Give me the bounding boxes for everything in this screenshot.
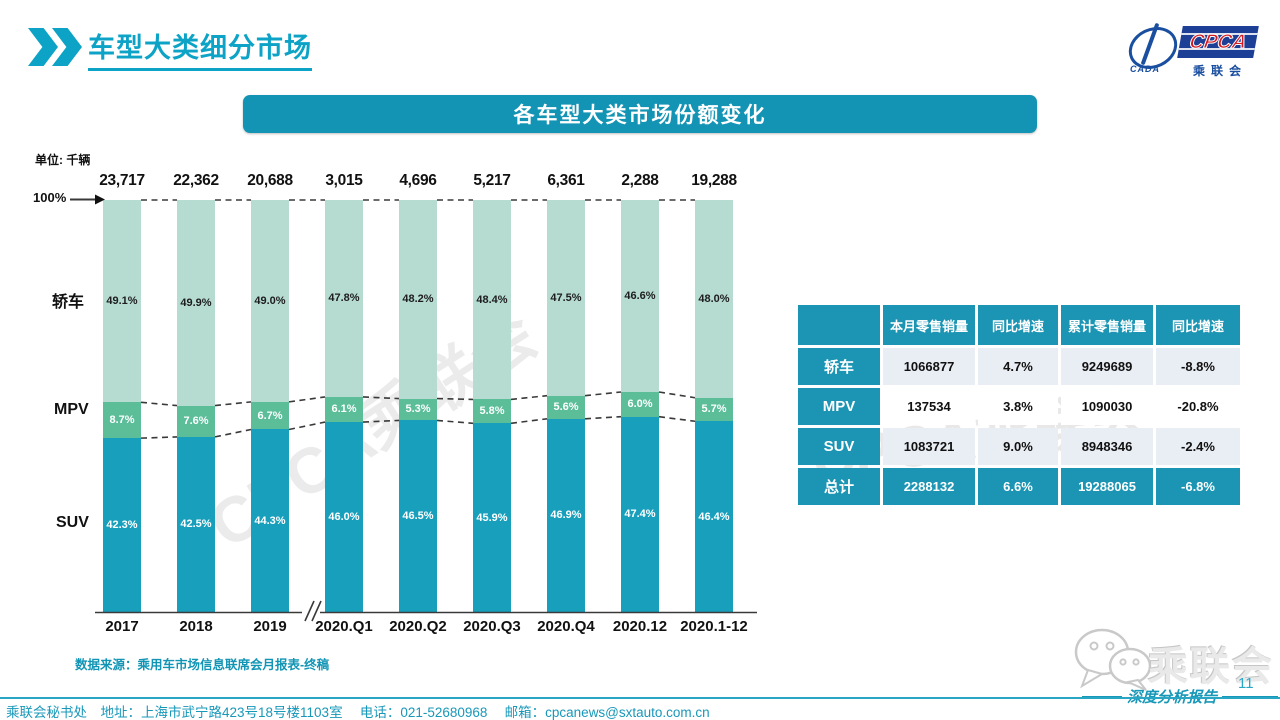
- cell-value: 1066877: [883, 348, 975, 385]
- col-header-yoy-growth-2: 同比增速: [1156, 305, 1240, 345]
- bar-segment-MPV: 6.0%: [621, 391, 659, 417]
- bar-segment-MPV: 7.6%: [177, 405, 215, 437]
- decorative-line: [1222, 695, 1278, 698]
- cpca-logo-subtext: 乘联会: [1192, 64, 1247, 78]
- row-label: SUV: [798, 428, 880, 465]
- x-axis-label: 2020.Q2: [389, 618, 447, 635]
- cada-label: CADA: [1130, 64, 1160, 74]
- bar-segment-MPV: 5.7%: [695, 397, 733, 422]
- cell-value: 137534: [883, 388, 975, 425]
- bar-total-label: 3,015: [325, 172, 363, 189]
- cell-value: 3.8%: [978, 388, 1058, 425]
- bar-total-label: 4,696: [399, 172, 437, 189]
- col-header-month-retail: 本月零售销量: [883, 305, 975, 345]
- bar-segment-轿车: 49.9%: [177, 200, 215, 406]
- cpca-logo-box: CPCA: [1177, 26, 1259, 58]
- cell-value: 1090030: [1061, 388, 1153, 425]
- bar-segment-MPV: 6.1%: [325, 396, 363, 423]
- bar-segment-轿车: 48.0%: [695, 200, 733, 398]
- row-label: 轿车: [798, 348, 880, 385]
- bar-segment-轿车: 47.5%: [547, 200, 585, 396]
- bar-total-label: 23,717: [99, 172, 145, 189]
- cell-value: -6.8%: [1156, 468, 1240, 505]
- bar-total-label: 22,362: [173, 172, 219, 189]
- bar-segment-MPV: 8.7%: [103, 402, 141, 439]
- cell-value: 9249689: [1061, 348, 1153, 385]
- data-source-note: 数据来源：乘用车市场信息联席会月报表-终稿: [75, 658, 330, 672]
- x-axis-label: 2020.Q1: [315, 618, 373, 635]
- page-number: 11: [1238, 675, 1254, 692]
- bar-segment-SUV: 46.0%: [325, 422, 363, 612]
- bar-total-label: 20,688: [247, 172, 293, 189]
- cell-value: -20.8%: [1156, 388, 1240, 425]
- cell-value: 4.7%: [978, 348, 1058, 385]
- bar-total-label: 6,361: [547, 172, 585, 189]
- cell-value: 1083721: [883, 428, 975, 465]
- wechat-bubbles-icon: [1074, 628, 1152, 691]
- cell-value: 8948346: [1061, 428, 1153, 465]
- col-header-yoy-growth: 同比增速: [978, 305, 1058, 345]
- row-label: MPV: [798, 388, 880, 425]
- bar-segment-SUV: 42.5%: [177, 436, 215, 612]
- x-axis-label: 2020.Q3: [463, 618, 521, 635]
- cell-value: 2288132: [883, 468, 975, 505]
- legend-mpv: MPV: [54, 401, 89, 418]
- bar-segment-MPV: 6.7%: [251, 401, 289, 430]
- bar-segment-轿车: 47.8%: [325, 200, 363, 397]
- page-title: 车型大类细分市场: [88, 26, 312, 71]
- table-header-row: 本月零售销量 同比增速 累计零售销量 同比增速: [798, 305, 1240, 345]
- x-axis-label: 2020.Q4: [537, 618, 595, 635]
- bar-segment-MPV: 5.8%: [473, 399, 511, 424]
- bar-segment-轿车: 49.0%: [251, 200, 289, 402]
- table-row-sedan: 轿车 1066877 4.7% 9249689 -8.8%: [798, 348, 1240, 385]
- cell-value: -8.8%: [1156, 348, 1240, 385]
- table-row-mpv: MPV 137534 3.8% 1090030 -20.8%: [798, 388, 1240, 425]
- cpca-logo: CADA CPCA 乘联会: [1121, 19, 1259, 78]
- chart-unit-label: 单位: 千辆: [35, 153, 91, 167]
- decorative-line: [1082, 695, 1122, 698]
- col-header-cumulative-retail: 累计零售销量: [1061, 305, 1153, 345]
- table-row-suv: SUV 1083721 9.0% 8948346 -2.4%: [798, 428, 1240, 465]
- chevron-right-icon: [28, 28, 58, 66]
- bar-segment-SUV: 46.9%: [547, 418, 585, 612]
- x-axis-label: 2019: [253, 618, 287, 635]
- legend-suv: SUV: [56, 514, 89, 531]
- bar-segment-MPV: 5.6%: [547, 395, 585, 419]
- x-axis-label: 2020.1-12: [680, 618, 748, 635]
- x-axis-label: 2018: [179, 618, 213, 635]
- bar-segment-SUV: 45.9%: [473, 423, 511, 612]
- bar-segment-SUV: 47.4%: [621, 416, 659, 612]
- bar-segment-MPV: 5.3%: [399, 398, 437, 421]
- bar-segment-轿车: 48.4%: [473, 200, 511, 400]
- bar-total-label: 5,217: [473, 172, 511, 189]
- summary-table: 本月零售销量 同比增速 累计零售销量 同比增速 轿车 1066877 4.7% …: [795, 302, 1243, 508]
- table-corner-cell: [798, 305, 880, 345]
- bar-segment-SUV: 46.4%: [695, 421, 733, 612]
- cell-value: 6.6%: [978, 468, 1058, 505]
- bar-total-label: 2,288: [621, 172, 659, 189]
- bar-segment-SUV: 42.3%: [103, 438, 141, 612]
- cell-value: 19288065: [1061, 468, 1153, 505]
- cpca-logo-text: CPCA: [1187, 30, 1249, 53]
- title-double-chevron-icon: [28, 28, 82, 66]
- chart-100pct-label: 100%: [33, 190, 67, 205]
- x-axis-label: 2020.12: [612, 618, 668, 635]
- row-label: 总计: [798, 468, 880, 505]
- legend-sedan: 轿车: [52, 294, 85, 311]
- table-row-total: 总计 2288132 6.6% 19288065 -6.8%: [798, 468, 1240, 505]
- bar-segment-轿车: 46.6%: [621, 200, 659, 392]
- contact-info: 乘联会秘书处 地址：上海市武宁路423号18号楼1103室 电话：021-526…: [6, 704, 710, 720]
- bar-total-label: 19,288: [691, 172, 737, 189]
- bar-segment-轿车: 48.2%: [399, 200, 437, 399]
- bar-segment-轿车: 49.1%: [103, 200, 141, 403]
- wechat-account-name: 乘联会: [1148, 645, 1274, 689]
- cell-value: 9.0%: [978, 428, 1058, 465]
- section-banner: 各车型大类市场份额变化: [243, 95, 1037, 133]
- cell-value: -2.4%: [1156, 428, 1240, 465]
- contact-bar: 乘联会秘书处 地址：上海市武宁路423号18号楼1103室 电话：021-526…: [0, 697, 1280, 720]
- x-axis-label: 2017: [105, 618, 139, 635]
- bar-segment-SUV: 44.3%: [251, 429, 289, 612]
- bar-segment-SUV: 46.5%: [399, 420, 437, 612]
